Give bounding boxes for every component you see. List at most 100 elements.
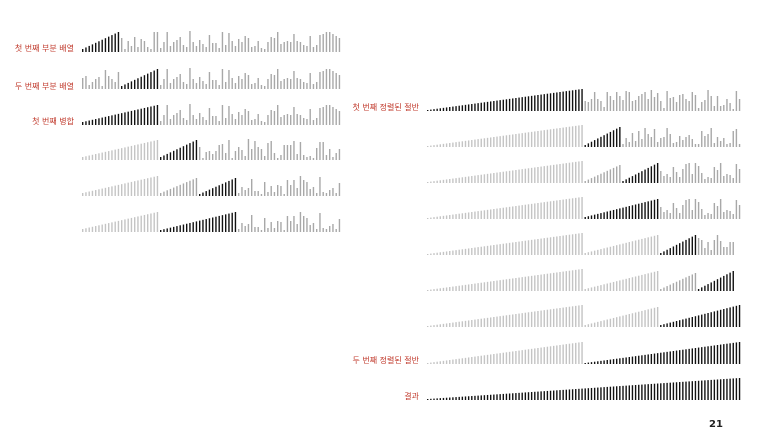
bar	[710, 214, 712, 219]
bar	[449, 179, 451, 183]
bar	[483, 355, 486, 364]
bar	[332, 71, 334, 89]
bar	[467, 212, 470, 219]
bar	[477, 175, 479, 183]
bar	[653, 271, 656, 291]
bar	[215, 151, 217, 160]
bar	[143, 142, 146, 160]
bar	[666, 323, 668, 327]
bar	[338, 111, 341, 125]
bar	[303, 216, 305, 232]
bar	[130, 110, 133, 125]
bar	[512, 314, 514, 327]
bar	[493, 317, 495, 327]
bar	[603, 320, 605, 327]
bar	[169, 119, 172, 125]
bar	[427, 146, 429, 147]
bar	[543, 166, 545, 183]
bar	[568, 90, 571, 111]
bar	[95, 226, 97, 232]
bar	[732, 242, 734, 255]
bar	[114, 149, 116, 160]
bar	[257, 41, 259, 52]
bar	[515, 134, 517, 147]
bar	[606, 92, 608, 111]
bar	[675, 321, 678, 327]
bar	[88, 155, 90, 160]
bar	[537, 95, 539, 111]
bar	[600, 285, 602, 291]
bar	[483, 138, 486, 147]
bar	[85, 228, 87, 232]
bar	[439, 361, 441, 364]
bar	[575, 389, 577, 400]
bar	[91, 190, 94, 196]
bar	[471, 357, 473, 364]
bar	[606, 283, 608, 291]
bar	[98, 41, 100, 52]
bar	[464, 248, 467, 255]
bar	[316, 193, 318, 196]
bar	[685, 381, 687, 400]
bar	[719, 277, 722, 291]
bar	[606, 386, 608, 400]
bar	[480, 282, 482, 291]
bar	[660, 171, 662, 183]
bar	[439, 252, 441, 255]
bar	[452, 322, 454, 327]
bar	[458, 285, 460, 291]
bar	[221, 215, 224, 232]
bar	[537, 167, 539, 183]
bar	[430, 289, 432, 291]
bar	[427, 182, 429, 183]
bar	[518, 241, 520, 255]
bar	[471, 320, 473, 327]
bar	[622, 279, 624, 291]
bar	[124, 219, 126, 232]
bar	[508, 351, 511, 364]
bar	[534, 348, 536, 364]
bar	[231, 158, 233, 160]
bar	[732, 214, 734, 219]
bar	[679, 213, 681, 219]
bar	[483, 395, 486, 400]
bar	[499, 244, 501, 255]
bar	[215, 116, 217, 125]
bar	[85, 192, 87, 196]
bar	[205, 120, 207, 125]
bar	[694, 273, 697, 291]
bar	[694, 163, 697, 183]
bar	[104, 187, 107, 196]
bar	[508, 98, 511, 111]
bar	[461, 141, 464, 147]
bar	[166, 32, 168, 52]
bar	[293, 34, 295, 52]
bar	[581, 269, 583, 291]
bar	[641, 171, 643, 183]
bar	[634, 356, 637, 364]
bar	[707, 213, 709, 219]
bar	[264, 86, 266, 89]
bar	[153, 105, 155, 125]
bar	[442, 215, 445, 219]
bar	[653, 235, 656, 255]
bar	[445, 179, 448, 183]
bar	[449, 143, 451, 147]
bar	[546, 129, 549, 147]
bar	[719, 309, 722, 327]
label-first-sorted-half: 첫 번째 정렬된 절반	[352, 102, 419, 112]
bar	[549, 390, 552, 400]
bar	[656, 383, 659, 400]
bar	[325, 105, 328, 125]
bar	[537, 275, 539, 291]
bar	[638, 311, 640, 327]
bar	[710, 312, 712, 327]
bar	[508, 393, 511, 400]
bar	[593, 250, 596, 255]
bar	[606, 211, 608, 219]
bar	[609, 359, 612, 364]
bar	[581, 161, 583, 183]
bar	[436, 108, 438, 111]
bar	[208, 151, 211, 160]
bar	[299, 142, 302, 160]
